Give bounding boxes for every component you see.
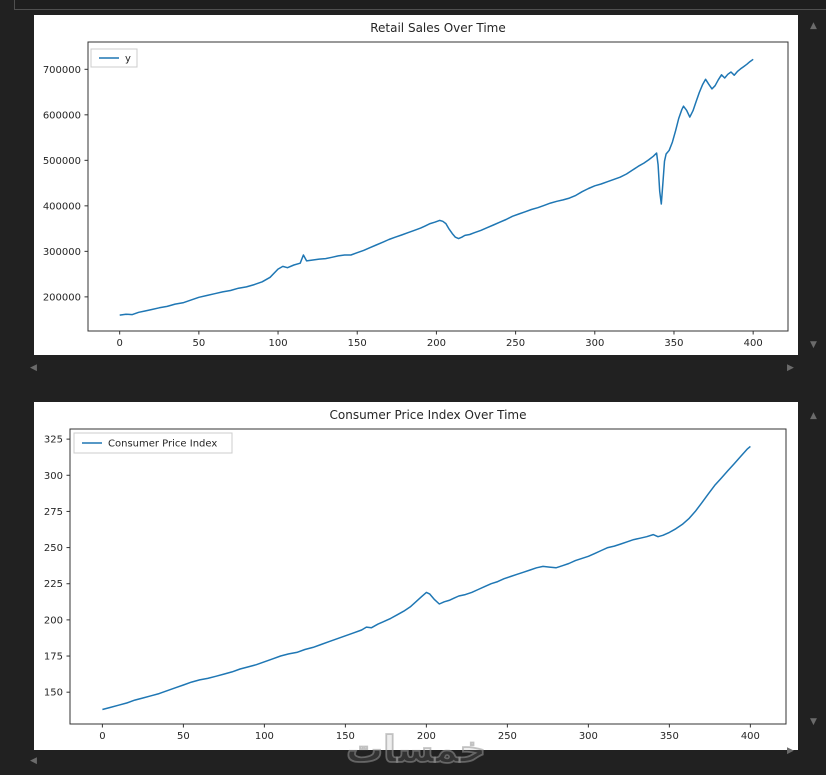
- y-tick-label: 300: [44, 471, 63, 482]
- x-tick-label: 150: [336, 731, 355, 742]
- y-tick-label: 150: [44, 688, 63, 699]
- figure-2-panel: 0 50 100 150 200 250 300 350 400 150 175 200 225 250 2…: [34, 402, 798, 750]
- chart-title: Consumer Price Index Over Time: [330, 408, 527, 422]
- chart-title: Retail Sales Over Time: [370, 21, 506, 35]
- watermark: خمسات: [345, 727, 487, 772]
- x-tick-label: 350: [664, 338, 683, 349]
- scroll-right-icon[interactable]: ▶: [787, 363, 794, 373]
- scroll-left-icon[interactable]: ◀: [30, 363, 37, 373]
- x-tick-label: 350: [660, 731, 679, 742]
- y-tick-label: 300000: [43, 247, 81, 258]
- retail-sales-chart: 0 50 100 150 200 250 300 350 400 200000 300000 4000…: [43, 21, 789, 349]
- y-tick-label: 600000: [43, 110, 81, 121]
- y-tick-label: 700000: [43, 65, 81, 76]
- x-tick-label: 50: [192, 338, 205, 349]
- series-line: [119, 58, 754, 316]
- consumer-price-index-chart: 0 50 100 150 200 250 300 350 400 150 175 200 225 250 2…: [44, 408, 787, 742]
- scroll-down-icon[interactable]: ▼: [810, 340, 817, 350]
- series-line: [102, 445, 751, 711]
- x-tick-label: 400: [741, 731, 760, 742]
- x-tick-label: 300: [585, 338, 604, 349]
- scroll-up-icon[interactable]: ▲: [810, 21, 817, 31]
- legend-label: Consumer Price Index: [108, 439, 217, 450]
- x-tick-label: 400: [744, 338, 763, 349]
- x-tick-label: 100: [255, 731, 274, 742]
- y-tick-label: 250: [44, 543, 63, 554]
- figure-1-panel: 0 50 100 150 200 250 300 350 400 200000 300000 4000…: [34, 15, 798, 355]
- x-tick-label: 300: [579, 731, 598, 742]
- scroll-down-icon[interactable]: ▼: [810, 717, 817, 727]
- x-tick-label: 250: [498, 731, 517, 742]
- top-panel-edge: [14, 0, 826, 10]
- y-tick-label: 200000: [43, 292, 81, 303]
- y-tick-label: 225: [44, 579, 63, 590]
- y-tick-label: 325: [44, 435, 63, 446]
- legend-box: [73, 432, 233, 454]
- x-tick-label: 200: [427, 338, 446, 349]
- y-tick-label: 400000: [43, 201, 81, 212]
- x-tick-label: 100: [268, 338, 287, 349]
- scroll-right-icon[interactable]: ▶: [787, 746, 794, 756]
- x-tick-label: 250: [506, 338, 525, 349]
- legend-label: y: [125, 54, 131, 65]
- y-tick-label: 275: [44, 507, 63, 518]
- y-tick-label: 200: [44, 615, 63, 626]
- plot-frame: [87, 41, 789, 332]
- x-tick-label: 0: [99, 731, 105, 742]
- scroll-left-icon[interactable]: ◀: [30, 756, 37, 766]
- plot-frame: [69, 428, 787, 725]
- x-tick-label: 0: [116, 338, 122, 349]
- y-tick-label: 500000: [43, 156, 81, 167]
- x-tick-label: 50: [177, 731, 190, 742]
- x-tick-label: 200: [417, 731, 436, 742]
- y-tick-label: 175: [44, 652, 63, 663]
- scroll-up-icon[interactable]: ▲: [810, 411, 817, 421]
- x-tick-label: 150: [348, 338, 367, 349]
